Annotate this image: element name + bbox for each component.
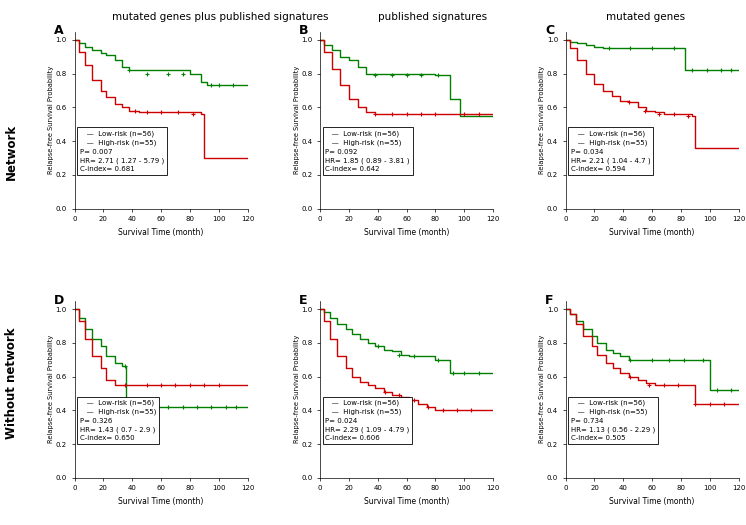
X-axis label: Survival Time (month): Survival Time (month) — [364, 497, 449, 506]
Y-axis label: Relapse-free Survival Probability: Relapse-free Survival Probability — [294, 66, 300, 174]
Text: mutated genes plus published signatures: mutated genes plus published signatures — [112, 12, 328, 22]
Text: mutated genes: mutated genes — [606, 12, 685, 22]
X-axis label: Survival Time (month): Survival Time (month) — [364, 228, 449, 237]
Text: —  Low-risk (n=56)
   —  High-risk (n=55)
P= 0.326
HR= 1.43 ( 0.7 - 2.9 )
C-inde: — Low-risk (n=56) — High-risk (n=55) P= … — [80, 400, 156, 442]
Text: —  Low-risk (n=56)
   —  High-risk (n=55)
P= 0.734
HR= 1.13 ( 0.56 - 2.29 )
C-in: — Low-risk (n=56) — High-risk (n=55) P= … — [571, 400, 655, 442]
Text: D: D — [54, 293, 64, 307]
X-axis label: Survival Time (month): Survival Time (month) — [119, 497, 204, 506]
Y-axis label: Relapse-free Survival Probability: Relapse-free Survival Probability — [48, 66, 54, 174]
Text: published signatures: published signatures — [378, 12, 487, 22]
Y-axis label: Relapse-free Survival Probability: Relapse-free Survival Probability — [294, 335, 300, 443]
Text: —  Low-risk (n=56)
   —  High-risk (n=55)
P= 0.024
HR= 2.29 ( 1.09 - 4.79 )
C-in: — Low-risk (n=56) — High-risk (n=55) P= … — [325, 400, 410, 442]
Text: C: C — [545, 25, 554, 37]
Text: —  Low-risk (n=56)
   —  High-risk (n=55)
P= 0.092
HR= 1.85 ( 0.89 - 3.81 )
C-in: — Low-risk (n=56) — High-risk (n=55) P= … — [325, 131, 410, 172]
Text: B: B — [299, 25, 309, 37]
Text: —  Low-risk (n=56)
   —  High-risk (n=55)
P= 0.034
HR= 2.21 ( 1.04 - 4.7 )
C-ind: — Low-risk (n=56) — High-risk (n=55) P= … — [571, 131, 651, 172]
Y-axis label: Relapse-free Survival Probability: Relapse-free Survival Probability — [48, 335, 54, 443]
Text: E: E — [299, 293, 308, 307]
Text: A: A — [54, 25, 63, 37]
X-axis label: Survival Time (month): Survival Time (month) — [119, 228, 204, 237]
X-axis label: Survival Time (month): Survival Time (month) — [609, 497, 695, 506]
Text: Network: Network — [4, 124, 18, 180]
Text: Without network: Without network — [4, 328, 18, 439]
Y-axis label: Relapse-free Survival Probability: Relapse-free Survival Probability — [539, 66, 545, 174]
X-axis label: Survival Time (month): Survival Time (month) — [609, 228, 695, 237]
Text: F: F — [545, 293, 554, 307]
Y-axis label: Relapse-free Survival Probability: Relapse-free Survival Probability — [539, 335, 545, 443]
Text: —  Low-risk (n=56)
   —  High-risk (n=55)
P= 0.007
HR= 2.71 ( 1.27 - 5.79 )
C-in: — Low-risk (n=56) — High-risk (n=55) P= … — [80, 131, 164, 172]
